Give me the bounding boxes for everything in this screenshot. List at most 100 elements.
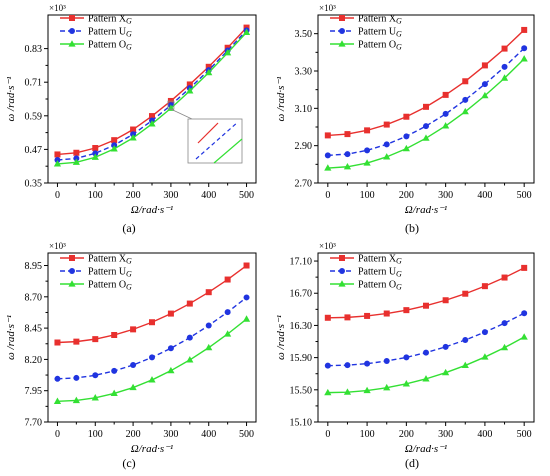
x-tick-label: 400 bbox=[201, 429, 216, 440]
data-point bbox=[167, 366, 175, 374]
data-point bbox=[402, 144, 410, 152]
legend-label: Pattern OG bbox=[88, 40, 132, 52]
legend-entry: Pattern UG bbox=[330, 27, 402, 39]
data-point bbox=[481, 62, 488, 69]
x-tick-label: 500 bbox=[239, 429, 254, 440]
legend-subscript: G bbox=[396, 17, 402, 26]
data-point bbox=[521, 264, 528, 271]
series-triangle bbox=[53, 28, 251, 167]
x-tick-label: 200 bbox=[399, 190, 414, 201]
data-point bbox=[403, 133, 410, 140]
x-tick-label: 0 bbox=[55, 190, 60, 201]
legend-subscript: G bbox=[396, 283, 402, 292]
data-point bbox=[402, 380, 410, 387]
plot-frame bbox=[317, 14, 535, 184]
data-point bbox=[73, 338, 80, 345]
data-point bbox=[363, 159, 371, 166]
x-tick-label: 0 bbox=[55, 429, 60, 440]
x-tick-label: 300 bbox=[438, 429, 453, 440]
data-point bbox=[383, 357, 390, 364]
legend-entry: Pattern UG bbox=[60, 27, 132, 39]
data-point bbox=[167, 310, 174, 317]
zoom-connector bbox=[170, 108, 193, 120]
data-point bbox=[422, 134, 430, 141]
data-point bbox=[403, 113, 410, 120]
y-tick-label: 8.45 bbox=[25, 324, 43, 335]
data-point bbox=[521, 310, 528, 317]
data-point bbox=[462, 290, 469, 297]
x-axis-label: Ω/rad·s⁻¹ bbox=[131, 204, 173, 216]
data-point bbox=[344, 362, 351, 369]
y-tick-label: 3.30 bbox=[295, 67, 313, 78]
data-point bbox=[73, 374, 80, 381]
data-point bbox=[110, 145, 118, 152]
data-point bbox=[53, 397, 62, 404]
data-point bbox=[442, 110, 449, 117]
data-point bbox=[423, 123, 429, 130]
data-point bbox=[324, 314, 331, 321]
data-point bbox=[461, 361, 469, 369]
series-triangle bbox=[53, 315, 251, 404]
y-tick-label: 15.10 bbox=[290, 418, 313, 429]
legend-marker bbox=[339, 268, 345, 274]
series-triangle bbox=[324, 333, 528, 396]
y-tick-label: 15.90 bbox=[290, 353, 313, 364]
x-tick-label: 400 bbox=[201, 190, 216, 201]
y-axis-label: ω /rad·s⁻¹ bbox=[5, 315, 17, 360]
legend-label: Pattern XG bbox=[358, 14, 402, 26]
x-tick-label: 500 bbox=[517, 190, 532, 201]
series-circle bbox=[324, 45, 528, 159]
data-point bbox=[224, 276, 231, 283]
data-point bbox=[501, 274, 508, 281]
data-point bbox=[462, 96, 469, 103]
data-point bbox=[130, 326, 137, 333]
y-multiplier-label: ×10³ bbox=[319, 241, 336, 251]
data-point bbox=[423, 349, 429, 356]
data-point bbox=[364, 127, 371, 134]
legend-subscript: G bbox=[396, 257, 402, 266]
data-point bbox=[442, 91, 449, 98]
data-point bbox=[54, 157, 61, 164]
legend-label: Pattern XG bbox=[88, 14, 132, 26]
data-point bbox=[481, 329, 488, 336]
data-point bbox=[461, 107, 469, 115]
legend-label: Pattern UG bbox=[88, 27, 132, 39]
data-point bbox=[242, 315, 251, 322]
chart-panel-d: 0 100 200 300 400 500 15.10 15.50 15.90 16.30 16.7… bbox=[275, 241, 535, 470]
panel-label: (d) bbox=[405, 456, 419, 470]
x-tick-label: 300 bbox=[163, 190, 178, 201]
legend-subscript: G bbox=[126, 17, 132, 26]
y-multiplier-label: ×10³ bbox=[319, 3, 336, 13]
y-multiplier-label: ×10³ bbox=[49, 3, 66, 13]
legend-entry: Pattern OG bbox=[60, 280, 132, 292]
legend-marker bbox=[339, 255, 345, 261]
data-point bbox=[521, 26, 528, 33]
x-tick-label: 500 bbox=[239, 190, 254, 201]
data-point bbox=[500, 74, 509, 81]
data-point bbox=[205, 343, 213, 351]
data-point bbox=[148, 376, 156, 383]
data-point bbox=[205, 322, 212, 329]
data-point bbox=[383, 310, 390, 317]
x-tick-label: 100 bbox=[88, 190, 103, 201]
data-point bbox=[205, 289, 212, 296]
data-point bbox=[344, 151, 351, 158]
data-point bbox=[129, 134, 137, 141]
legend-marker bbox=[69, 268, 75, 274]
legend-marker bbox=[68, 40, 76, 47]
data-point bbox=[364, 312, 371, 319]
legend-subscript: G bbox=[396, 30, 402, 39]
y-tick-label: 16.30 bbox=[290, 321, 313, 332]
legend-entry: Pattern OG bbox=[330, 40, 402, 52]
legend-label: Pattern OG bbox=[88, 280, 132, 292]
data-point bbox=[363, 386, 371, 394]
chart-panel-c: 0 100 200 300 400 500 7.70 7.95 8.20 8.45 8.70 8.95… bbox=[5, 241, 257, 470]
data-point bbox=[92, 145, 99, 151]
data-point bbox=[403, 354, 410, 361]
y-tick-label: 7.70 bbox=[25, 418, 43, 429]
series-circle bbox=[54, 294, 250, 382]
panel-label: (c) bbox=[122, 456, 135, 470]
data-point bbox=[324, 362, 331, 369]
data-point bbox=[383, 121, 390, 128]
x-tick-label: 100 bbox=[360, 190, 375, 201]
